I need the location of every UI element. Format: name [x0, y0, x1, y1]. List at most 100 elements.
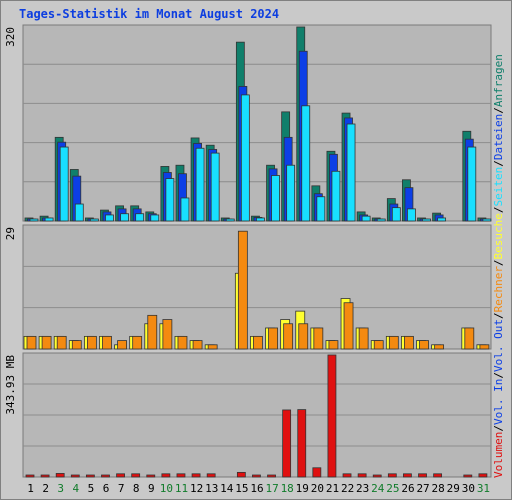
bar-seiten-day-6 [105, 214, 114, 222]
bar-volumen-day-26 [403, 473, 412, 478]
bar-seiten-day-23 [361, 215, 371, 222]
x-tick-label-day-8: 8 [133, 482, 140, 495]
y-max-label-bottom: 343.93 MB [4, 355, 17, 415]
bar-seiten-day-13 [210, 152, 220, 222]
bar-volumen-day-28 [433, 473, 443, 478]
bar-seiten-day-15 [240, 94, 250, 222]
x-tick-label-day-19: 19 [296, 482, 309, 495]
x-tick-label-day-10: 10 [160, 482, 173, 495]
x-tick-label-day-12: 12 [190, 482, 203, 495]
bar-rechner-day-20 [313, 327, 324, 350]
chart-title: Tages-Statistik im Monat August 2024 [19, 7, 280, 21]
x-tick-label-day-29: 29 [447, 482, 460, 495]
bar-rechner-day-16 [253, 335, 263, 350]
x-tick-label-day-18: 18 [281, 482, 294, 495]
bar-seiten-day-8 [135, 213, 145, 222]
legend-entry: / [492, 312, 505, 319]
bar-volumen-day-23 [357, 473, 367, 478]
legend-entry: / [492, 107, 505, 114]
bar-seiten-day-17 [271, 175, 280, 222]
bar-rechner-day-21 [328, 340, 339, 350]
bar-volumen-day-30 [463, 474, 473, 478]
legend-entry: Seiten [492, 167, 505, 207]
bar-volumen-day-20 [312, 467, 322, 478]
bar-volumen-day-5 [85, 474, 95, 478]
bar-rechner-day-27 [419, 340, 429, 350]
bar-volumen-day-13 [206, 473, 216, 478]
bar-rechner-day-10 [162, 319, 173, 350]
bar-volumen-day-18 [282, 409, 292, 478]
bar-seiten-day-5 [89, 218, 99, 222]
plot-area-middle [22, 224, 492, 350]
legend-entry: Volumen [492, 432, 505, 478]
bar-volumen-day-11 [176, 473, 186, 478]
bar-volumen-day-21 [327, 354, 337, 478]
legend-entry: Vol. Out [492, 319, 505, 372]
bar-rechner-day-31 [479, 344, 490, 350]
right-legend: Volumen/Vol. In/Vol. Out/Rechner/Besuche… [492, 54, 505, 478]
x-tick-label-day-14: 14 [220, 482, 234, 495]
x-tick-label-day-23: 23 [356, 482, 369, 495]
bar-seiten-day-25 [391, 207, 401, 222]
legend-entry: Rechner [492, 266, 505, 313]
x-tick-label-day-7: 7 [118, 482, 125, 495]
bar-rechner-day-1 [26, 335, 37, 350]
x-tick-label-day-3: 3 [57, 482, 64, 495]
x-tick-label-day-26: 26 [401, 482, 414, 495]
bar-rechner-day-19 [298, 323, 309, 350]
x-tick-label-day-30: 30 [462, 482, 475, 495]
bar-rechner-day-22 [343, 302, 354, 350]
bar-volumen-day-6 [101, 474, 110, 478]
bar-volumen-day-12 [191, 473, 201, 478]
x-tick-label-day-1: 1 [27, 482, 34, 495]
bar-rechner-day-28 [434, 344, 445, 350]
plot-area-top [22, 24, 492, 222]
bar-rechner-day-24 [373, 340, 384, 350]
bar-seiten-day-2 [44, 217, 54, 222]
x-tick-label-day-9: 9 [148, 482, 155, 495]
legend-entry: Anfragen [492, 54, 505, 107]
bar-rechner-day-30 [464, 327, 475, 350]
bar-volumen-day-8 [131, 473, 141, 478]
bar-volumen-day-17 [267, 474, 276, 478]
x-tick-label-day-31: 31 [477, 482, 490, 495]
bar-seiten-day-22 [346, 123, 356, 222]
legend-entry: / [492, 372, 505, 379]
bar-rechner-day-23 [358, 327, 369, 350]
y-max-label-top: 320 [4, 27, 17, 47]
x-tick-label-day-28: 28 [432, 482, 445, 495]
x-tick-label-day-5: 5 [88, 482, 95, 495]
bar-seiten-day-19 [301, 105, 311, 222]
legend-entry: / [492, 425, 505, 432]
bar-seiten-day-14 [225, 218, 235, 222]
bar-seiten-day-1 [29, 218, 39, 222]
x-tick-label-day-16: 16 [250, 482, 263, 495]
bar-volumen-day-3 [55, 473, 65, 478]
bar-rechner-day-15 [237, 230, 248, 350]
bar-seiten-day-7 [120, 213, 129, 222]
x-tick-label-day-15: 15 [235, 482, 248, 495]
bar-rechner-day-11 [177, 335, 188, 350]
bar-volumen-day-22 [342, 473, 352, 478]
bar-rechner-day-3 [56, 335, 67, 350]
bar-seiten-day-18 [286, 164, 296, 222]
x-tick-label-day-25: 25 [386, 482, 399, 495]
bar-seiten-day-30 [467, 146, 477, 222]
x-tick-label-day-11: 11 [175, 482, 188, 495]
bar-seiten-day-4 [74, 203, 84, 222]
bar-volumen-day-1 [25, 474, 35, 478]
bar-seiten-day-10 [165, 178, 175, 222]
bar-seiten-day-28 [437, 217, 447, 222]
bar-seiten-day-12 [195, 147, 205, 222]
bar-seiten-day-26 [407, 208, 416, 222]
x-tick-label-day-22: 22 [341, 482, 354, 495]
bar-volumen-day-16 [252, 474, 261, 478]
bar-volumen-day-2 [40, 474, 50, 478]
bar-seiten-day-27 [422, 218, 431, 222]
bar-rechner-day-18 [283, 323, 294, 350]
bar-volumen-day-25 [387, 473, 397, 478]
legend-entry: / [492, 259, 505, 266]
bar-rechner-day-2 [41, 335, 52, 350]
x-tick-label-day-13: 13 [205, 482, 218, 495]
bar-seiten-day-20 [316, 196, 326, 222]
